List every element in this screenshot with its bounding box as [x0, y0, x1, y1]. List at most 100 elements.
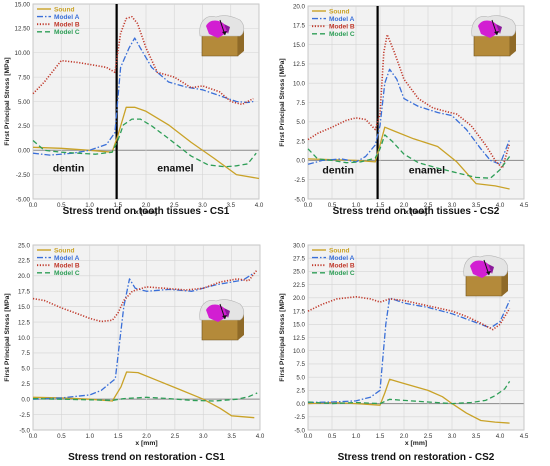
y-tick-label: 25.0: [18, 242, 31, 249]
restoration-shadow: [224, 308, 230, 318]
legend-label: Model C: [54, 29, 80, 36]
x-tick-label: 2.0: [400, 202, 409, 209]
y-tick-label: 2.5: [296, 388, 305, 395]
x-tick-label: 1.5: [114, 433, 123, 440]
legend-label: Sound: [329, 8, 350, 15]
x-tick-label: 1.5: [376, 202, 385, 209]
y-tick-label: -5.0: [294, 427, 305, 434]
series-line-model-b: [32, 15, 254, 106]
y-tick-label: 22.5: [18, 258, 31, 265]
y-axis-label: First Principal Stress [MPa]: [4, 293, 11, 381]
x-tick-label: 1.5: [113, 202, 122, 209]
tooth-root-side: [238, 30, 244, 56]
x-tick-label: 0.0: [304, 202, 313, 209]
y-tick-label: -2.5: [294, 177, 305, 184]
x-tick-label: 2.5: [170, 202, 179, 209]
y-tick-label: 10.0: [293, 348, 306, 355]
y-tick-label: 12.50: [15, 26, 31, 33]
x-tick-label: 4.0: [255, 202, 264, 209]
x-tick-label: 0.5: [57, 433, 66, 440]
y-tick-label: 2.50: [18, 123, 31, 130]
x-tick-label: 2.0: [400, 433, 409, 440]
series-line-sound: [307, 378, 510, 424]
y-tick-label: 12.5: [293, 335, 306, 342]
x-tick-label: 0.5: [57, 202, 66, 209]
chart-panel-4: -5.0 -2.5 0.0 2.5 5.0 7.5 10.0 12.5 15.0 17.5 20.0…: [279, 242, 529, 463]
y-tick-label: 22.5: [293, 282, 306, 289]
y-tick-label: 17.5: [18, 289, 31, 296]
chart-title: Stress trend on tooth tissues - CS1: [63, 206, 230, 217]
legend-label: Sound: [54, 247, 75, 254]
y-tick-label: 7.5: [21, 350, 30, 357]
x-axis-label: x [mm]: [135, 440, 157, 447]
legend-label: Model A: [54, 14, 80, 21]
stress-path-arrowhead: [494, 31, 499, 35]
x-tick-label: 4.5: [520, 202, 529, 209]
x-tick-label: 2.0: [142, 202, 151, 209]
y-tick-label: 5.0: [296, 374, 305, 381]
x-tick-label: 0.0: [304, 433, 313, 440]
x-tick-label: 4.0: [256, 433, 265, 440]
restoration-shadow: [488, 264, 494, 274]
x-tick-label: 0.0: [29, 433, 38, 440]
x-tick-label: 1.0: [352, 433, 361, 440]
legend-label: Model A: [329, 255, 355, 262]
series-line-model-c: [32, 118, 257, 168]
tooth-root: [465, 273, 503, 297]
y-tick-label: 10.00: [15, 50, 31, 57]
y-tick-label: 20.0: [18, 273, 31, 280]
series-line-sound: [307, 126, 510, 190]
y-tick-label: 10.0: [18, 335, 31, 342]
legend-label: Sound: [329, 247, 350, 254]
y-tick-label: 0.00: [18, 148, 31, 155]
x-tick-label: 0.0: [29, 202, 38, 209]
restoration-region: [478, 20, 500, 38]
y-tick-label: 12.5: [18, 319, 31, 326]
y-tick-label: 17.5: [293, 23, 306, 30]
restoration-shadow: [224, 24, 230, 34]
legend-label: Model A: [329, 16, 355, 23]
y-tick-label: -5.00: [16, 196, 31, 203]
y-tick-label: 10.0: [293, 81, 306, 88]
x-axis-label: x [mm]: [135, 209, 157, 216]
x-tick-label: 2.5: [171, 433, 180, 440]
legend-label: Sound: [54, 6, 75, 13]
y-tick-label: 0.0: [296, 158, 305, 165]
y-tick-label: 2.5: [21, 381, 30, 388]
region-label: dentin: [322, 165, 354, 177]
y-tick-label: 15.00: [15, 1, 31, 8]
x-tick-label: 1.0: [85, 433, 94, 440]
chart-title: Stress trend on tooth tissues - CS2: [333, 206, 500, 217]
y-tick-label: 7.5: [296, 100, 305, 107]
x-tick-label: 3.0: [448, 433, 457, 440]
y-tick-label: -2.5: [19, 412, 30, 419]
x-tick-label: 4.0: [496, 202, 505, 209]
x-tick-label: 0.5: [328, 433, 337, 440]
legend-label: Model C: [54, 270, 80, 277]
y-tick-label: 5.00: [18, 99, 31, 106]
x-tick-label: 0.5: [328, 202, 337, 209]
y-tick-label: -2.5: [294, 414, 305, 421]
tooth-cross-section-icon: [199, 15, 245, 57]
y-tick-label: 7.50: [18, 74, 31, 81]
y-tick-label: 30.0: [293, 242, 306, 249]
legend-label: Model C: [329, 31, 355, 38]
y-tick-label: 15.0: [293, 42, 306, 49]
tooth-cross-section-icon: [463, 255, 509, 297]
tooth-root-side: [510, 30, 516, 56]
series-line-model-a: [32, 37, 254, 156]
tooth-root-side: [502, 270, 508, 296]
series-line-model-b: [32, 269, 258, 323]
y-tick-label: 7.5: [296, 361, 305, 368]
tooth-root: [201, 317, 239, 341]
x-tick-label: 3.5: [472, 202, 481, 209]
x-tick-label: 3.0: [199, 433, 208, 440]
stress-path-arrowhead: [486, 271, 491, 275]
y-tick-label: 15.0: [18, 304, 31, 311]
y-tick-label: 17.5: [293, 308, 306, 315]
legend-label: Model B: [329, 263, 355, 270]
x-tick-label: 4.0: [496, 433, 505, 440]
y-tick-label: 2.5: [296, 138, 305, 145]
